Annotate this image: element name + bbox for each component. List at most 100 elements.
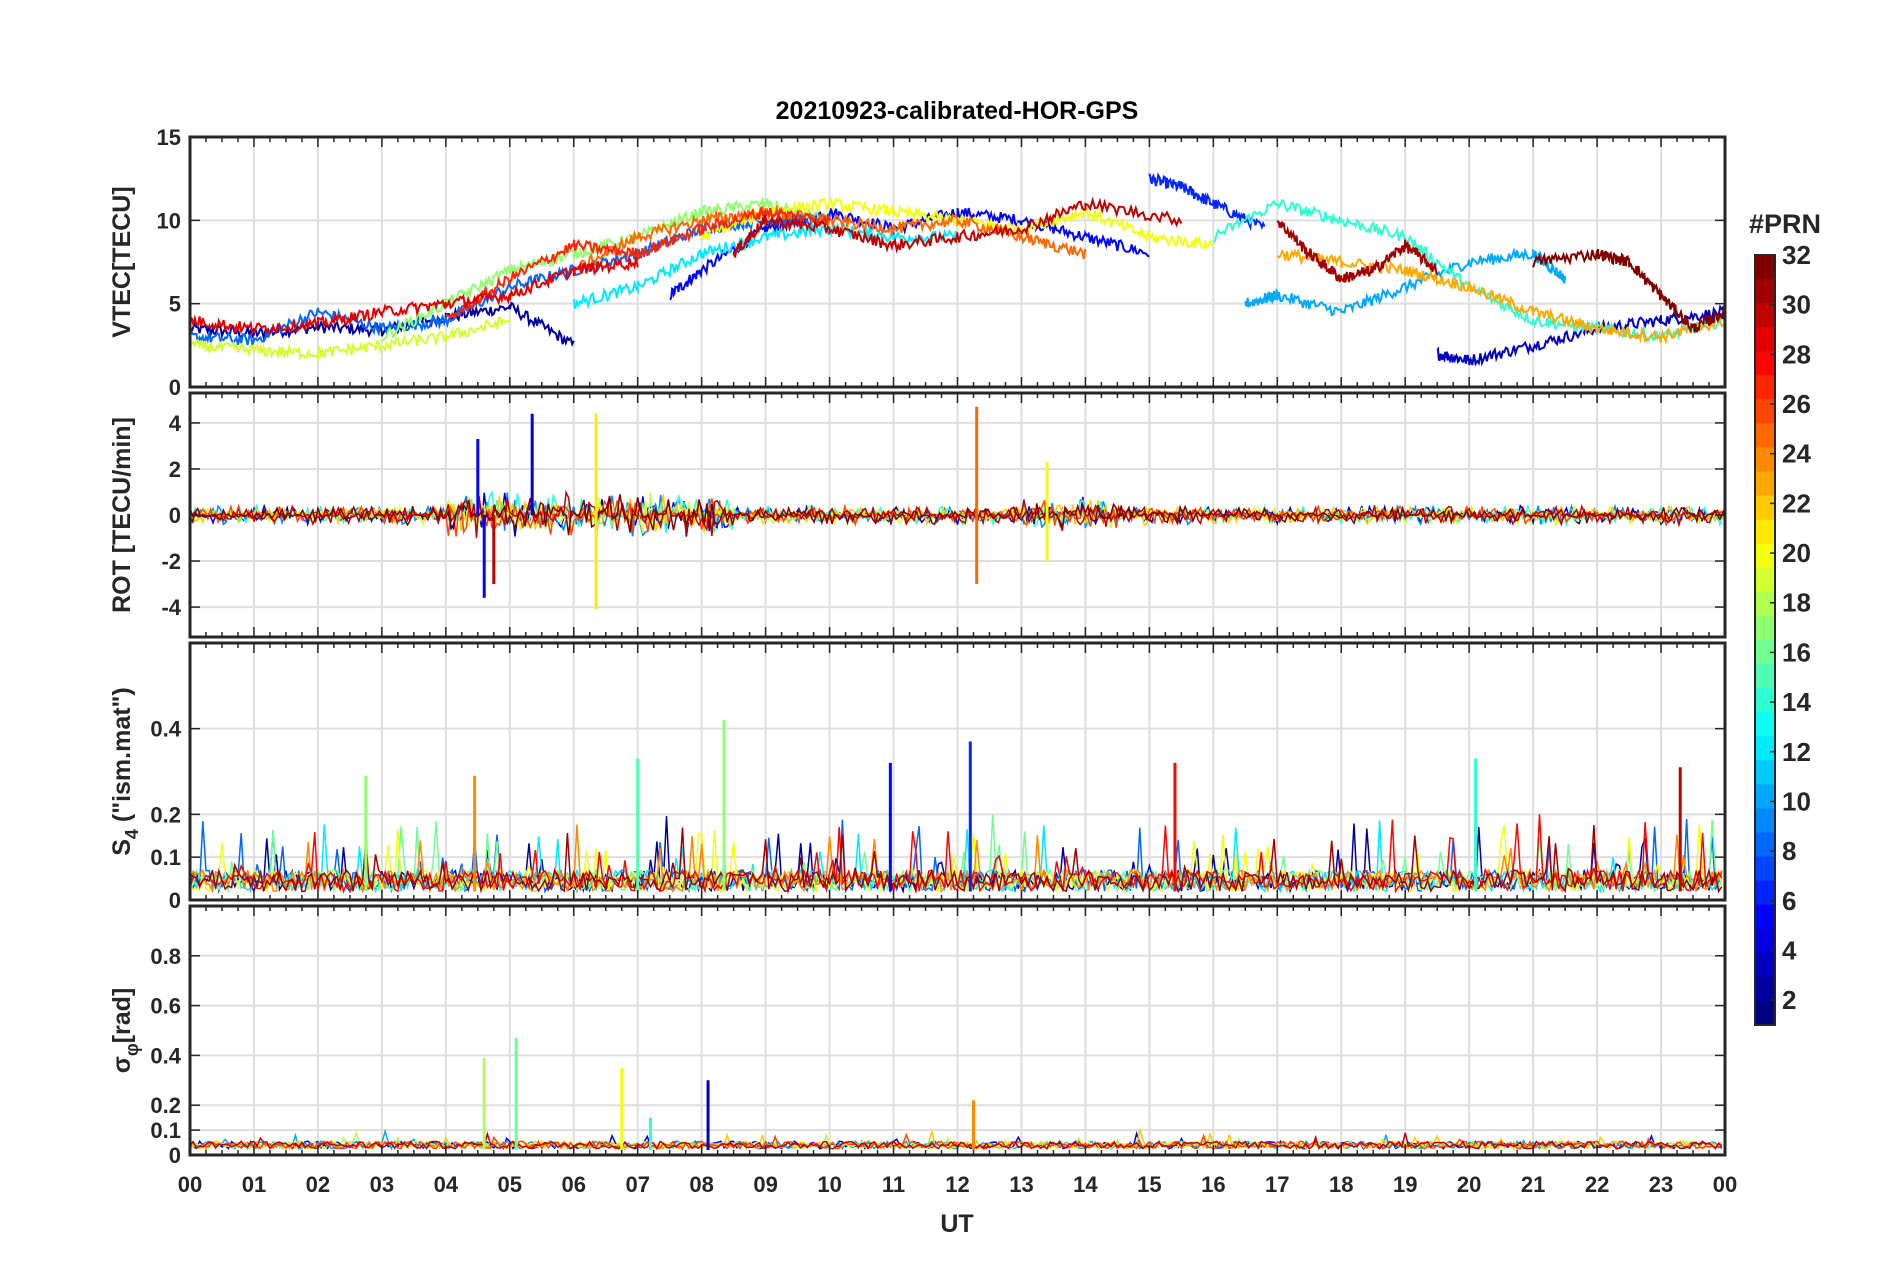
colorbar-segment — [1755, 976, 1775, 1002]
colorbar-tick-label: 8 — [1782, 836, 1796, 866]
colorbar-segment — [1755, 712, 1775, 737]
sigma-series-prn-10 — [190, 1128, 1723, 1151]
y-tick-label: 2 — [169, 457, 181, 482]
vtec-series-prn-23 — [1276, 248, 1725, 345]
s4-series-prn-28 — [190, 814, 1723, 895]
colorbar-segment — [1755, 904, 1775, 930]
y-tick-label: 5 — [169, 292, 181, 317]
vtec-series-prn-6 — [1148, 172, 1266, 232]
x-tick-label: 15 — [1137, 1172, 1161, 1197]
colorbar-segment — [1755, 399, 1775, 425]
y-tick-label: 0 — [169, 1143, 181, 1168]
x-tick-label: 12 — [945, 1172, 969, 1197]
y-axis-label-sigma: σφ[rad] — [108, 988, 142, 1074]
x-tick-label: 04 — [434, 1172, 459, 1197]
x-tick-label: 01 — [242, 1172, 266, 1197]
vtec-series-prn-32 — [1532, 248, 1725, 334]
y-tick-label: 0.2 — [150, 802, 181, 827]
x-tick-label: 08 — [689, 1172, 713, 1197]
chart-title: 20210923-calibrated-HOR-GPS — [776, 97, 1139, 125]
colorbar-tick-label: 4 — [1782, 935, 1797, 965]
colorbar-segment — [1755, 688, 1775, 713]
colorbar-tick-label: 10 — [1782, 786, 1811, 816]
colorbar-tick-label: 16 — [1782, 637, 1811, 667]
vtec-series-prn-3 — [1436, 304, 1725, 367]
colorbar-segment — [1755, 303, 1775, 328]
colorbar-segment — [1755, 640, 1775, 665]
x-tick-label: 20 — [1457, 1172, 1481, 1197]
plot-area-vtec — [190, 172, 1725, 367]
y-tick-label: 10 — [157, 208, 181, 233]
colorbar-tick-label: 2 — [1782, 985, 1796, 1015]
rot-series-prn-32 — [190, 494, 1725, 536]
x-tick-label: 06 — [562, 1172, 586, 1197]
colorbar-tick-label: 28 — [1782, 339, 1811, 369]
colorbar-tick-label: 14 — [1782, 687, 1811, 717]
colorbar-segment — [1755, 615, 1775, 641]
colorbar-segment — [1755, 567, 1775, 593]
y-label-rest: [rad] — [108, 988, 136, 1044]
colorbar-tick-label: 30 — [1782, 290, 1811, 320]
colorbar-frame — [1754, 254, 1776, 1026]
y-axis-label-rot: ROT [TECU/min] — [108, 417, 136, 613]
y-tick-label: 0.8 — [150, 944, 181, 969]
x-tick-label: 22 — [1585, 1172, 1609, 1197]
x-tick-label: 00 — [178, 1172, 202, 1197]
colorbar-segment — [1755, 375, 1775, 400]
colorbar-segment — [1755, 856, 1775, 882]
x-tick-label: 17 — [1265, 1172, 1289, 1197]
y-tick-label: 15 — [157, 125, 181, 150]
colorbar-segment — [1755, 832, 1775, 858]
y-tick-label: -4 — [161, 595, 181, 620]
panel-sigma: 00.10.2 0.4 0.6 0.8 σφ[rad] — [108, 904, 1727, 1168]
x-tick-label: 05 — [498, 1172, 522, 1197]
colorbar-segment — [1755, 543, 1775, 569]
x-tick-label: 07 — [625, 1172, 649, 1197]
colorbar-segment — [1755, 327, 1775, 352]
x-tick-label: 16 — [1201, 1172, 1225, 1197]
y-label-sub: φ — [122, 1043, 142, 1056]
colorbar-segment — [1755, 664, 1775, 689]
panel-s4: 0 0.1 0.2 0.4 S4 ("ism.mat") — [108, 641, 1727, 913]
colorbar-segment — [1755, 952, 1775, 978]
y-tick-label: 0 — [169, 503, 181, 528]
y-tick-label: 4 — [169, 411, 182, 436]
x-tick-label: 21 — [1521, 1172, 1545, 1197]
x-tick-label: 03 — [370, 1172, 394, 1197]
vtec-series-prn-10 — [1244, 247, 1567, 317]
colorbar-tick-label: 6 — [1782, 886, 1796, 916]
y-tick-label: 0.4 — [150, 1043, 181, 1068]
x-tick-label: 18 — [1329, 1172, 1353, 1197]
colorbar-tick-label: 20 — [1782, 538, 1811, 568]
colorbar-label: #PRN — [1749, 209, 1821, 239]
y-tick-label: 0 — [169, 375, 181, 400]
panel-vtec: 0 5 10 15 VTEC[TECU] — [108, 125, 1727, 400]
colorbar-tick-label: 32 — [1782, 240, 1811, 270]
colorbar-segment — [1755, 255, 1775, 280]
y-label-main: σ — [108, 1056, 136, 1073]
colorbar-segment — [1755, 495, 1775, 521]
y-tick-label: 0.1 — [150, 1118, 181, 1143]
colorbar-segment — [1755, 760, 1775, 785]
colorbar-segment — [1755, 808, 1775, 834]
y-label-rest: ("ism.mat") — [108, 687, 136, 829]
vtec-series-prn-12 — [572, 222, 958, 310]
colorbar-segment — [1755, 471, 1775, 497]
s4-series-prn-31 — [190, 824, 1723, 895]
y-label-main: S — [108, 839, 136, 856]
colorbar-tick-label: 24 — [1782, 439, 1811, 469]
colorbar-tick-label: 26 — [1782, 389, 1811, 419]
colorbar-segment — [1755, 447, 1775, 473]
plot-area-s4 — [190, 720, 1723, 895]
y-label-sub: 4 — [122, 829, 142, 839]
panel-rot: -4 -2 0 2 4 ROT [TECU/min] — [108, 391, 1727, 639]
colorbar-tick-label: 12 — [1782, 737, 1811, 767]
colorbar-segment — [1755, 351, 1775, 376]
colorbar-segment — [1755, 519, 1775, 545]
x-tick-label: 10 — [817, 1172, 841, 1197]
colorbar-segment — [1755, 591, 1775, 617]
x-axis-label: UT — [940, 1210, 973, 1238]
x-tick-label: 09 — [753, 1172, 777, 1197]
